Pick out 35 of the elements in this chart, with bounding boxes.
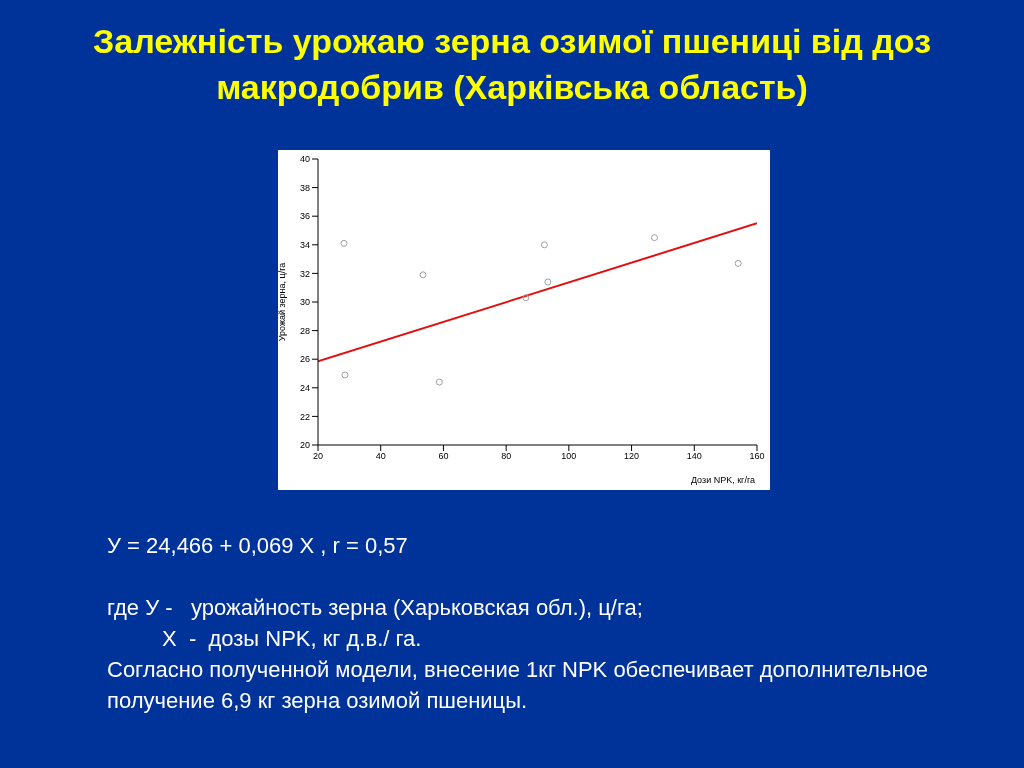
text: Х - дозы NPK, кг д.в./ га.	[161, 625, 423, 653]
y-tick-label: 40	[299, 154, 310, 165]
point	[522, 294, 530, 302]
y-tick-label: 34	[299, 239, 310, 250]
x-tick-label: 60	[438, 451, 449, 462]
y-tick-label: 30	[299, 297, 310, 308]
chart-title: Залежність урожаю зерна озимої пшениці від доз макродобрив (Харківська область)	[91, 21, 933, 108]
y-axis-title: Урожай зерна, ц/га	[277, 262, 288, 342]
text: Согласно полученной модели, внесение 1кг NPK обеспечивает дополнительное получение 6,9 кг зерна озимой пшеницы.	[107, 656, 929, 715]
x-tick-label: 120	[624, 451, 640, 462]
x-tick-label: 100	[561, 451, 577, 462]
point	[650, 234, 658, 242]
y-tick-label: 20	[299, 440, 310, 451]
point	[540, 241, 548, 249]
text: где У - урожайность зерна (Харьковская обл.), ц/га;	[107, 594, 644, 622]
text: У = 24,466 + 0,069 Х , r = 0,57	[107, 532, 409, 560]
x-axis-title: Дози NPK, кг/га	[690, 475, 755, 485]
y-tick-label: 32	[299, 268, 310, 279]
point	[435, 378, 443, 386]
point	[544, 278, 552, 286]
point	[419, 271, 427, 279]
x-tick-label: 140	[686, 451, 702, 462]
y-tick-label: 38	[299, 182, 310, 193]
x-tick-label: 40	[375, 451, 386, 462]
point	[341, 371, 349, 379]
point	[734, 259, 742, 267]
y-tick-label: 36	[299, 211, 310, 222]
x-tick-label: 20	[312, 451, 324, 462]
x-tick-label: 80	[501, 451, 512, 462]
x-tick-label: 160	[749, 451, 765, 462]
y-tick-label: 26	[299, 354, 310, 365]
y-tick-label: 22	[299, 411, 310, 422]
y-tick-label: 24	[299, 382, 310, 393]
y-tick-label: 28	[299, 325, 310, 336]
point	[340, 239, 348, 247]
